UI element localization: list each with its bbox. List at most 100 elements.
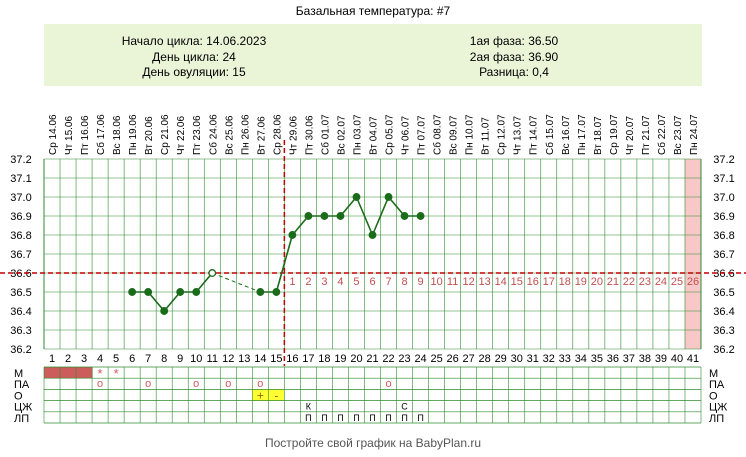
- track-label-left: ПА: [14, 379, 30, 391]
- phase2-average: 2ая фаза: 36.90: [469, 50, 559, 64]
- day-number-label: 32: [543, 353, 555, 365]
- y-tick-label-left: 36.7: [10, 249, 31, 261]
- luteal-day-label: 8: [401, 276, 407, 288]
- day-number-label: 18: [318, 353, 330, 365]
- weekday-label: Вс 16.07: [561, 115, 572, 155]
- weekday-label: Ср 12.07: [497, 114, 508, 155]
- temperature-point: [400, 212, 409, 220]
- track-label-right: ЛП: [709, 413, 724, 425]
- day-number-label: 20: [350, 353, 362, 365]
- y-tick-label-right: 36.8: [713, 230, 734, 242]
- page-title: Базальная температура: #7: [295, 4, 451, 18]
- weekday-label: Ср 19.07: [609, 114, 620, 155]
- weekday-label: Вс 25.06: [224, 115, 235, 155]
- day-number-label: 33: [559, 353, 571, 365]
- y-tick-label-left: 36.6: [10, 268, 31, 280]
- y-tick-label-right: 36.9: [713, 211, 734, 223]
- temperature-point: [272, 288, 281, 296]
- y-tick-label-left: 36.8: [10, 230, 31, 242]
- ovulation-day: День овуляции: 15: [142, 65, 246, 79]
- luteal-day-label: 6: [369, 276, 375, 288]
- pa-mark: о: [193, 378, 199, 390]
- temperature-point: [160, 307, 169, 315]
- day-number-label: 28: [479, 353, 491, 365]
- day-number-label: 1: [49, 353, 55, 365]
- luteal-day-label: 10: [430, 276, 442, 288]
- day-number-label: 3: [81, 353, 87, 365]
- weekday-label: Пт 30.06: [304, 115, 315, 155]
- luteal-day-label: 21: [607, 276, 619, 288]
- y-tick-label-left: 37.1: [10, 173, 31, 185]
- day-number-label: 4: [97, 353, 103, 365]
- day-number-label: 5: [113, 353, 119, 365]
- y-tick-label-right: 37.1: [713, 173, 734, 185]
- medication-mark: П: [369, 413, 375, 423]
- day-number-label: 9: [177, 353, 183, 365]
- weekday-label: Пт 16.06: [80, 115, 91, 155]
- day-number-label: 6: [129, 353, 135, 365]
- day-number-label: 10: [190, 353, 202, 365]
- luteal-day-label: 5: [353, 276, 359, 288]
- y-tick-label-left: 36.2: [10, 344, 31, 356]
- luteal-day-label: 3: [321, 276, 327, 288]
- luteal-day-label: 12: [463, 276, 475, 288]
- day-number-label: 39: [655, 353, 667, 365]
- weekday-label: Пт 07.07: [417, 115, 428, 155]
- day-number-label: 8: [161, 353, 167, 365]
- y-tick-label-right: 36.4: [713, 306, 734, 318]
- ovulation-test-cell: [268, 389, 285, 401]
- weekday-label: Пн 26.06: [240, 114, 251, 155]
- temperature-segment: [387, 196, 406, 217]
- luteal-day-label: 22: [623, 276, 635, 288]
- phase1-average: 1ая фаза: 36.50: [469, 34, 559, 48]
- menstruation-cell: [60, 367, 77, 379]
- pa-mark: о: [145, 378, 151, 390]
- pa-mark: о: [97, 378, 103, 390]
- track-label-right: ЦЖ: [709, 402, 727, 414]
- medication-mark: П: [417, 413, 423, 423]
- y-tick-label-left: 36.3: [10, 325, 31, 337]
- y-tick-label-left: 36.5: [10, 287, 31, 299]
- weekday-label: Сб 08.07: [432, 114, 444, 155]
- weekday-label: Ср 05.07: [385, 114, 396, 155]
- day-number-label: 24: [414, 353, 426, 365]
- day-number-label: 22: [382, 353, 394, 365]
- weekday-label: Вс 09.07: [449, 115, 460, 155]
- track-label-left: ЦЖ: [14, 402, 32, 414]
- day-number-label: 40: [671, 353, 683, 365]
- medication-mark: П: [401, 413, 407, 423]
- weekday-label: Сб 22.07: [656, 114, 668, 155]
- temperature-segment: [371, 196, 390, 236]
- luteal-day-label: 19: [575, 276, 587, 288]
- weekday-label: Пт 23.06: [192, 115, 203, 155]
- weekday-label: Вт 18.07: [593, 116, 604, 155]
- day-number-label: 19: [334, 353, 346, 365]
- pa-mark: о: [225, 378, 231, 390]
- temperature-segment: [355, 196, 374, 236]
- temperature-segment: [275, 234, 294, 293]
- luteal-day-label: 2: [305, 276, 311, 288]
- menstruation-cell: [76, 367, 93, 379]
- luteal-day-label: 24: [655, 276, 667, 288]
- y-tick-label-right: 36.6: [713, 268, 734, 280]
- track-label-left: О: [14, 390, 23, 402]
- temperature-segment: [339, 196, 358, 217]
- luteal-day-label: 20: [591, 276, 603, 288]
- weekday-label: Вс 23.07: [673, 115, 684, 155]
- day-number-label: 34: [575, 353, 587, 365]
- y-tick-label-left: 36.9: [10, 211, 31, 223]
- luteal-day-label: 9: [418, 276, 424, 288]
- weekday-label: Пн 10.07: [465, 114, 476, 155]
- weekday-label: Вт 20.06: [144, 116, 155, 155]
- day-number-label: 26: [446, 353, 458, 365]
- day-number-label: 38: [639, 353, 651, 365]
- weekday-label: Вс 02.07: [336, 115, 347, 155]
- medication-mark: П: [305, 413, 311, 423]
- medication-mark: П: [385, 413, 391, 423]
- cycle-start: Начало цикла: 14.06.2023: [121, 34, 267, 48]
- weekday-label: Чт 29.06: [288, 116, 299, 155]
- day-number-label: 17: [302, 353, 314, 365]
- footer-link[interactable]: Постройте свой график на BabyPlan.ru: [264, 436, 482, 450]
- weekday-label: Чт 13.07: [513, 116, 524, 155]
- y-tick-label-right: 36.2: [713, 344, 734, 356]
